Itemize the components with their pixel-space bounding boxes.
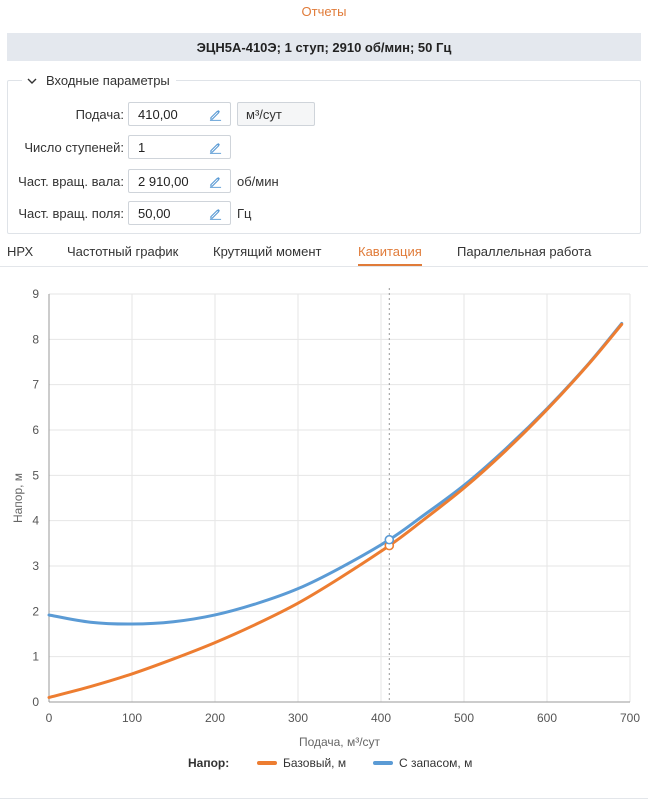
y-tick-label: 3 [32, 559, 39, 573]
param-label-field-freq: Част. вращ. поля: [18, 205, 124, 221]
param-row-field-freq: Част. вращ. поля: 50,00 Гц [8, 201, 252, 225]
series-line-reserve [47, 321, 624, 626]
y-tick-label: 2 [32, 604, 39, 618]
footer-divider [0, 798, 648, 799]
tab-frequency-chart[interactable]: Частотный график [67, 244, 179, 259]
shaft-speed-unit: об/мин [237, 173, 279, 189]
y-axis-title: Напор, м [11, 473, 25, 523]
tab-cavitation[interactable]: Кавитация [358, 244, 422, 266]
legend-item-base[interactable]: Базовый, м [257, 756, 346, 770]
input-params-title: Входные параметры [46, 73, 170, 88]
pencil-icon[interactable] [209, 175, 222, 188]
field-freq-value: 50,00 [138, 205, 171, 221]
param-label-shaft-speed: Част. вращ. вала: [18, 173, 124, 189]
y-tick-label: 0 [32, 695, 39, 709]
flow-unit: м³/сут [237, 102, 315, 126]
legend-swatch-reserve [373, 761, 393, 765]
legend-title: Напор: [188, 756, 230, 770]
series-line-base [47, 322, 624, 699]
legend-swatch-base [257, 761, 277, 765]
pencil-icon[interactable] [209, 207, 222, 220]
chart-svg: 0 1 2 3 4 5 6 7 8 9 0 100 200 300 400 500 600 700 Подача, … [11, 287, 640, 749]
param-label-stages: Число ступеней: [24, 139, 124, 155]
y-tick-label: 5 [32, 468, 39, 482]
flow-input[interactable]: 410,00 [128, 102, 231, 126]
x-axis-title: Подача, м³/сут [299, 735, 381, 749]
input-params-toggle[interactable]: Входные параметры [22, 73, 176, 88]
x-tick-label: 200 [205, 711, 225, 725]
field-freq-input[interactable]: 50,00 [128, 201, 231, 225]
y-tick-label: 9 [32, 287, 39, 301]
stages-input[interactable]: 1 [128, 135, 231, 159]
tab-bar: НРХ Частотный график Крутящий момент Кав… [0, 240, 648, 267]
y-tick-label: 8 [32, 332, 39, 346]
tab-torque[interactable]: Крутящий момент [213, 244, 322, 259]
field-freq-unit: Гц [237, 205, 252, 221]
stages-value: 1 [138, 139, 146, 155]
param-row-stages: Число ступеней: 1 [8, 135, 231, 159]
pencil-icon[interactable] [209, 141, 222, 154]
param-row-flow: Подача: 410,00 м³/сут [8, 102, 315, 126]
operating-point-reserve [384, 534, 395, 545]
y-tick-label: 4 [32, 514, 39, 528]
tab-parallel-operation[interactable]: Параллельная работа [457, 244, 592, 259]
x-tick-label: 700 [620, 711, 640, 725]
legend-label-base: Базовый, м [283, 756, 347, 770]
legend-label-reserve: С запасом, м [399, 756, 473, 770]
shaft-speed-input[interactable]: 2 910,00 [128, 169, 231, 193]
y-tick-label: 1 [32, 650, 39, 664]
input-params-panel: Входные параметры Подача: 410,00 м³/сут … [7, 73, 641, 234]
pump-title: ЭЦН5А-410Э; 1 ступ; 2910 об/мин; 50 Гц [7, 33, 641, 61]
shaft-speed-value: 2 910,00 [138, 173, 189, 189]
legend-item-reserve[interactable]: С запасом, м [373, 756, 472, 770]
x-tick-label: 100 [122, 711, 142, 725]
param-row-shaft-speed: Част. вращ. вала: 2 910,00 об/мин [8, 169, 279, 193]
x-tick-label: 600 [537, 711, 557, 725]
x-tick-label: 0 [46, 711, 53, 725]
chevron-down-icon [27, 78, 37, 84]
param-label-flow: Подача: [75, 106, 124, 122]
reports-link[interactable]: Отчеты [301, 4, 347, 19]
cavitation-chart: 0 1 2 3 4 5 6 7 8 9 0 100 200 300 400 500 600 700 Подача, … [0, 280, 648, 796]
y-tick-label: 7 [32, 378, 39, 392]
tab-nrh[interactable]: НРХ [7, 244, 34, 259]
x-tick-label: 300 [288, 711, 308, 725]
x-tick-label: 500 [454, 711, 474, 725]
pencil-icon[interactable] [209, 108, 222, 121]
y-tick-label: 6 [32, 423, 39, 437]
flow-value: 410,00 [138, 106, 178, 122]
x-tick-label: 400 [371, 711, 391, 725]
